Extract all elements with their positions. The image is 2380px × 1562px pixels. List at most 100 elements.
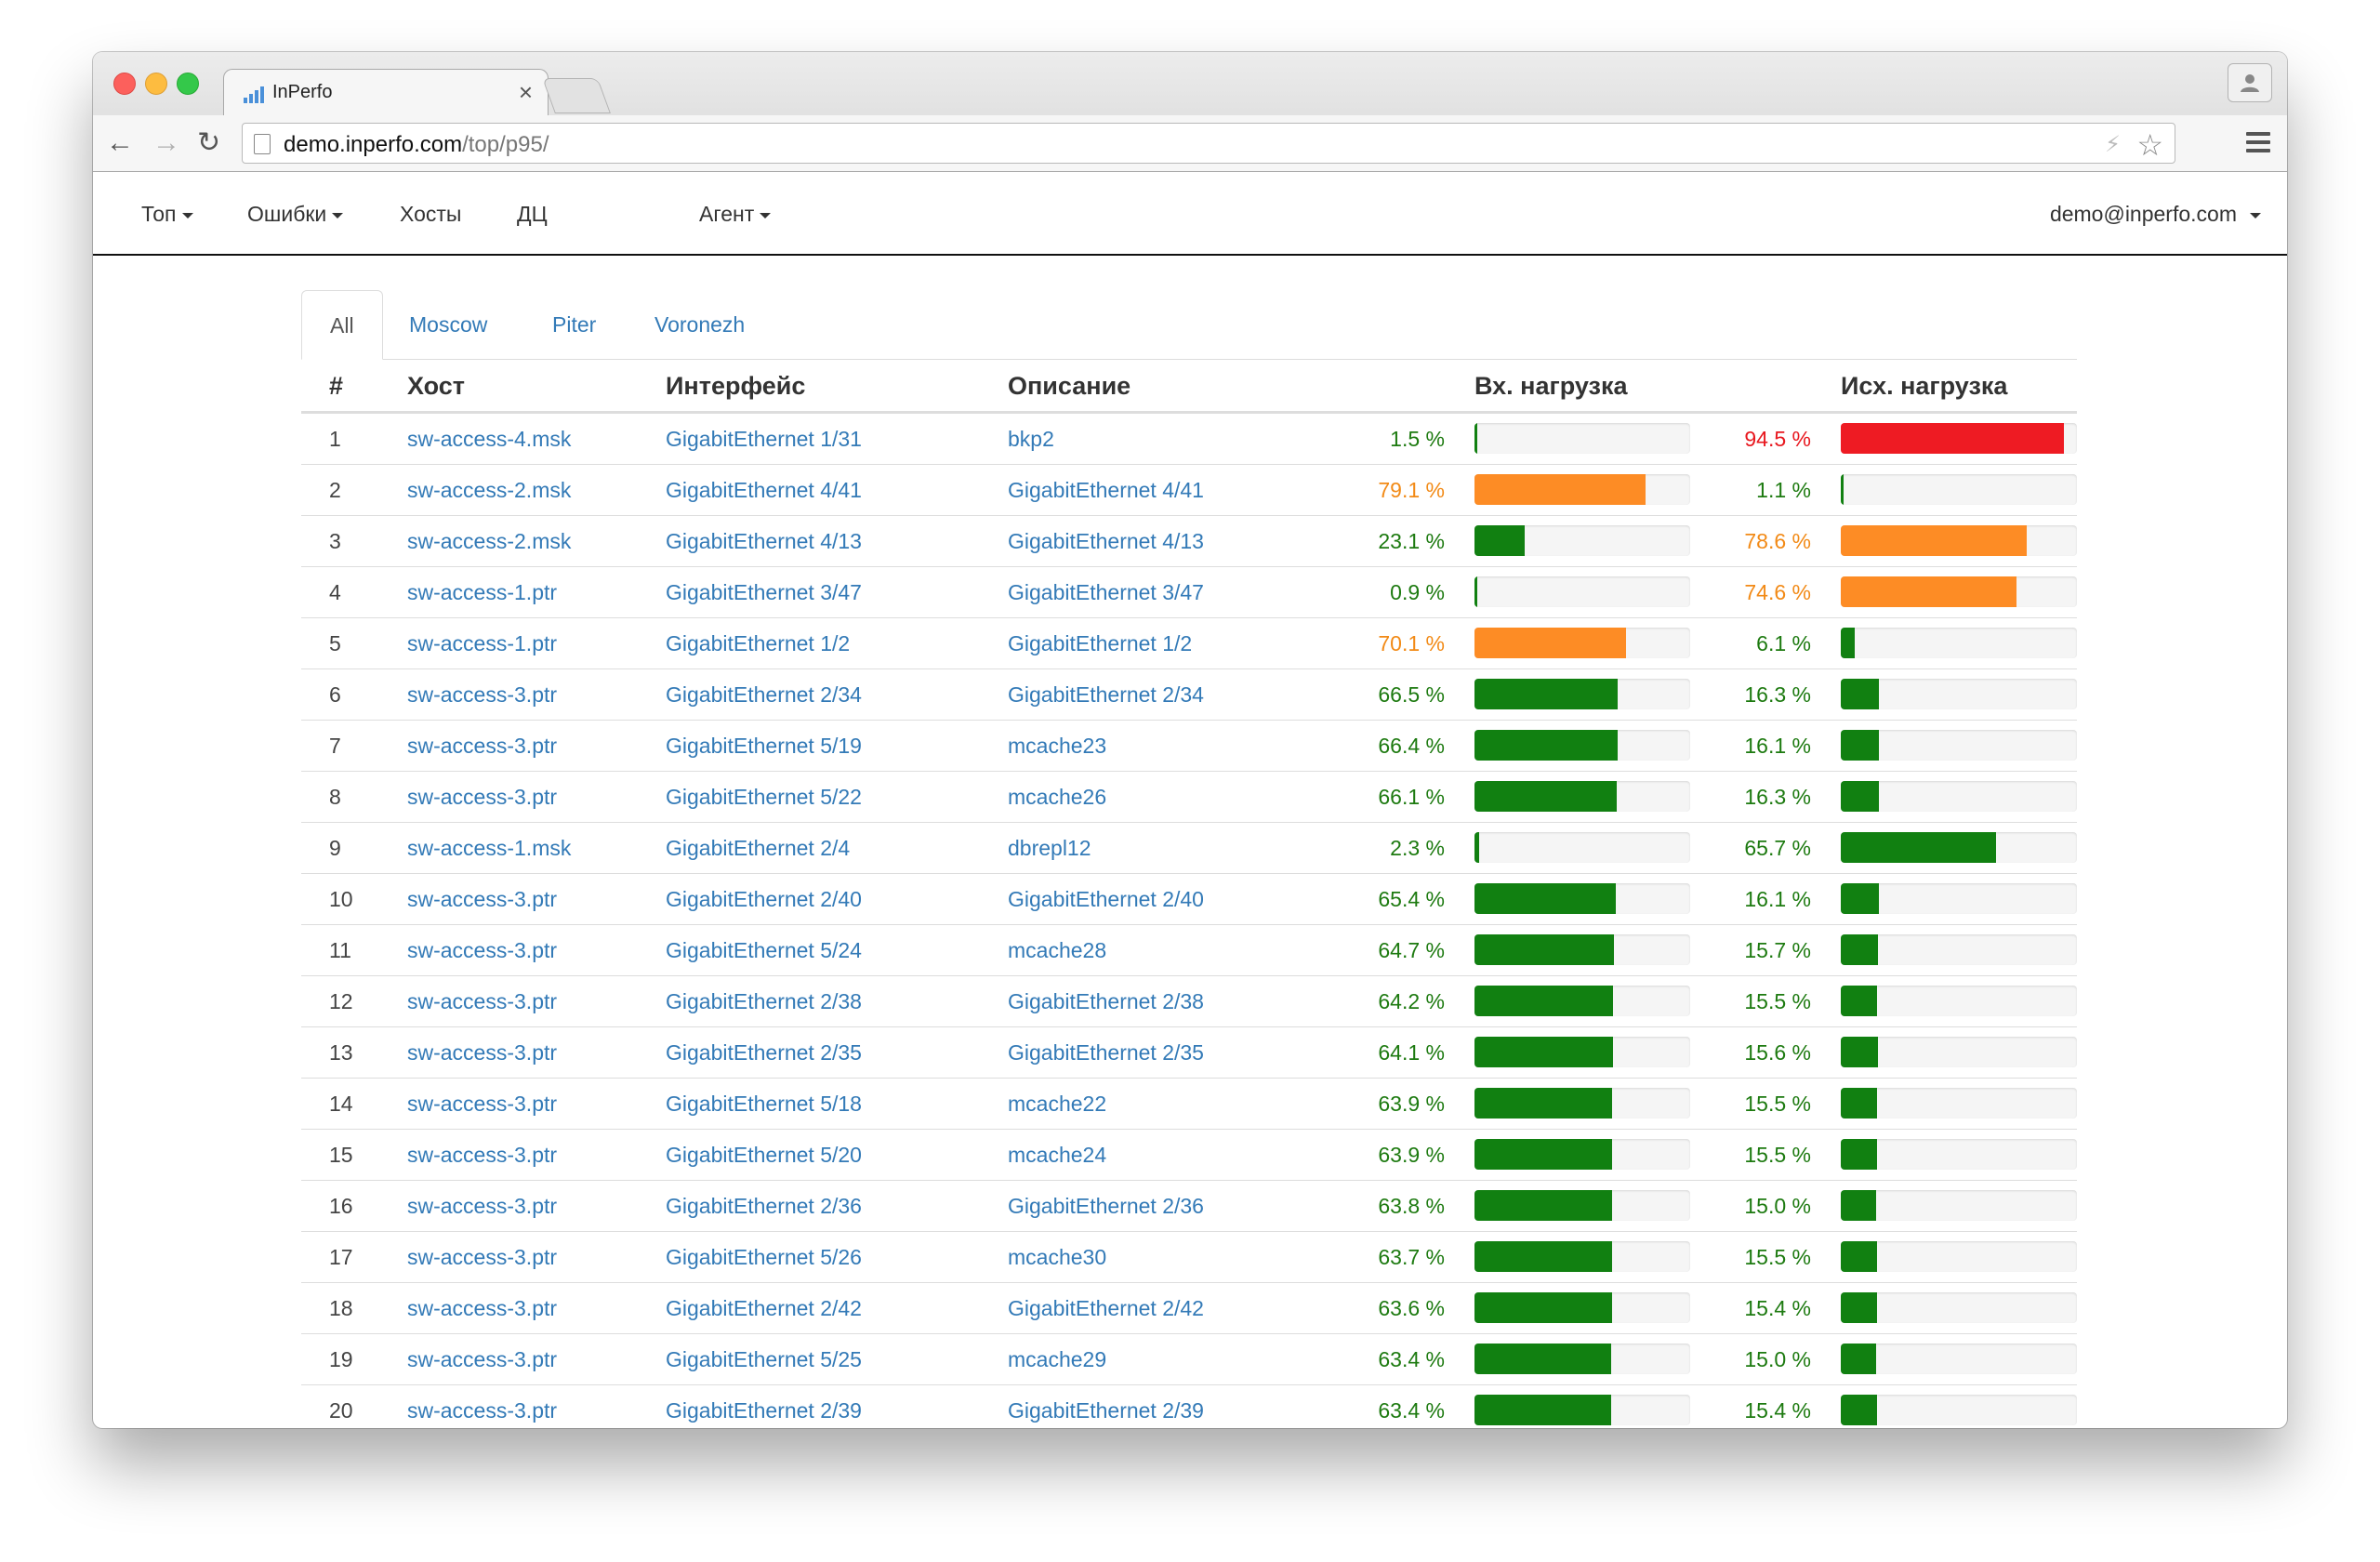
in-load-bar-fill xyxy=(1474,1292,1612,1323)
out-load-percent: 15.4 % xyxy=(1744,1296,1811,1320)
out-load-bar xyxy=(1841,1190,2077,1221)
minimize-window-button[interactable] xyxy=(145,73,167,95)
host-link[interactable]: sw-access-3.ptr xyxy=(407,1347,558,1371)
host-link[interactable]: sw-access-3.ptr xyxy=(407,1040,558,1065)
new-tab-button[interactable] xyxy=(542,78,611,113)
bolt-icon[interactable]: ⚡ xyxy=(2105,132,2121,157)
host-link[interactable]: sw-access-3.ptr xyxy=(407,1398,558,1423)
host-link[interactable]: sw-access-3.ptr xyxy=(407,938,558,962)
host-link[interactable]: sw-access-3.ptr xyxy=(407,1245,558,1269)
interface-link[interactable]: GigabitEthernet 2/42 xyxy=(666,1296,862,1320)
out-load-bar-fill xyxy=(1841,730,1879,761)
description-link[interactable]: bkp2 xyxy=(1008,427,1054,451)
in-load-percent: 63.4 % xyxy=(1378,1398,1445,1423)
tab-all[interactable]: All xyxy=(301,290,383,360)
description-link[interactable]: GigabitEthernet 2/38 xyxy=(1008,989,1204,1013)
description-link[interactable]: mcache22 xyxy=(1008,1092,1107,1116)
interface-link[interactable]: GigabitEthernet 2/39 xyxy=(666,1398,862,1423)
out-load-percent: 15.5 % xyxy=(1744,989,1811,1013)
interface-link[interactable]: GigabitEthernet 1/2 xyxy=(666,631,851,655)
host-link[interactable]: sw-access-1.msk xyxy=(407,836,572,860)
interface-link[interactable]: GigabitEthernet 4/41 xyxy=(666,478,862,502)
user-menu[interactable]: demo@inperfo.com xyxy=(2050,202,2261,227)
tab-title: InPerfo xyxy=(272,82,333,102)
in-load-bar xyxy=(1474,423,1690,454)
host-link[interactable]: sw-access-4.msk xyxy=(407,427,572,451)
description-link[interactable]: mcache24 xyxy=(1008,1143,1107,1167)
host-link[interactable]: sw-access-1.ptr xyxy=(407,631,558,655)
reload-icon[interactable]: ↻ xyxy=(197,127,221,158)
host-link[interactable]: sw-access-3.ptr xyxy=(407,1143,558,1167)
tab-piter[interactable]: Piter xyxy=(552,312,597,337)
interface-link[interactable]: GigabitEthernet 5/25 xyxy=(666,1347,862,1371)
host-link[interactable]: sw-access-2.msk xyxy=(407,529,572,553)
host-link[interactable]: sw-access-3.ptr xyxy=(407,989,558,1013)
interface-link[interactable]: GigabitEthernet 2/36 xyxy=(666,1194,862,1218)
nav-errors[interactable]: Ошибки xyxy=(247,202,344,227)
out-load-percent: 74.6 % xyxy=(1744,580,1811,604)
description-link[interactable]: GigabitEthernet 2/42 xyxy=(1008,1296,1204,1320)
forward-arrow-icon[interactable]: → xyxy=(152,127,180,158)
in-load-bar-fill xyxy=(1474,679,1619,709)
close-window-button[interactable] xyxy=(113,73,136,95)
interface-link[interactable]: GigabitEthernet 5/20 xyxy=(666,1143,862,1167)
description-link[interactable]: GigabitEthernet 3/47 xyxy=(1008,580,1204,604)
description-link[interactable]: GigabitEthernet 2/36 xyxy=(1008,1194,1204,1218)
description-link[interactable]: dbrepl12 xyxy=(1008,836,1091,860)
description-link[interactable]: GigabitEthernet 1/2 xyxy=(1008,631,1193,655)
interface-link[interactable]: GigabitEthernet 5/24 xyxy=(666,938,862,962)
description-link[interactable]: mcache28 xyxy=(1008,938,1107,962)
row-number: 8 xyxy=(329,785,341,809)
description-link[interactable]: GigabitEthernet 2/40 xyxy=(1008,887,1204,911)
tab-voronezh[interactable]: Voronezh xyxy=(654,312,746,337)
interface-link[interactable]: GigabitEthernet 4/13 xyxy=(666,529,862,553)
interface-link[interactable]: GigabitEthernet 5/22 xyxy=(666,785,862,809)
host-link[interactable]: sw-access-3.ptr xyxy=(407,1296,558,1320)
description-link[interactable]: mcache30 xyxy=(1008,1245,1107,1269)
interface-link[interactable]: GigabitEthernet 1/31 xyxy=(666,427,862,451)
profile-button[interactable] xyxy=(2228,63,2272,102)
interface-link[interactable]: GigabitEthernet 2/40 xyxy=(666,887,862,911)
back-arrow-icon[interactable]: ← xyxy=(106,127,134,158)
nav-dc[interactable]: ДЦ xyxy=(517,202,548,226)
host-link[interactable]: sw-access-2.msk xyxy=(407,478,572,502)
host-link[interactable]: sw-access-1.ptr xyxy=(407,580,558,604)
description-link[interactable]: mcache29 xyxy=(1008,1347,1107,1371)
interface-link[interactable]: GigabitEthernet 2/34 xyxy=(666,682,862,707)
description-link[interactable]: GigabitEthernet 2/35 xyxy=(1008,1040,1204,1065)
zoom-window-button[interactable] xyxy=(177,73,199,95)
row-number: 3 xyxy=(329,529,341,553)
description-link[interactable]: GigabitEthernet 4/13 xyxy=(1008,529,1204,553)
host-link[interactable]: sw-access-3.ptr xyxy=(407,1092,558,1116)
interface-link[interactable]: GigabitEthernet 5/26 xyxy=(666,1245,862,1269)
nav-agent[interactable]: Агент xyxy=(699,202,772,227)
nav-top[interactable]: Топ xyxy=(141,202,193,227)
interface-link[interactable]: GigabitEthernet 2/38 xyxy=(666,989,862,1013)
host-link[interactable]: sw-access-3.ptr xyxy=(407,734,558,758)
tab-moscow[interactable]: Moscow xyxy=(409,312,488,337)
tab-close-icon[interactable]: × xyxy=(518,78,533,106)
table-row: 3 sw-access-2.msk GigabitEthernet 4/13 Giga… xyxy=(301,515,2077,566)
description-link[interactable]: mcache23 xyxy=(1008,734,1107,758)
description-link[interactable]: GigabitEthernet 4/41 xyxy=(1008,478,1204,502)
interface-link[interactable]: GigabitEthernet 5/19 xyxy=(666,734,862,758)
interface-link[interactable]: GigabitEthernet 2/35 xyxy=(666,1040,862,1065)
row-number: 5 xyxy=(329,631,341,655)
description-link[interactable]: GigabitEthernet 2/34 xyxy=(1008,682,1204,707)
bookmark-star-icon[interactable]: ☆ xyxy=(2136,128,2163,162)
host-link[interactable]: sw-access-3.ptr xyxy=(407,1194,558,1218)
host-link[interactable]: sw-access-3.ptr xyxy=(407,682,558,707)
address-bar[interactable]: demo.inperfo.com/top/p95/ ⚡ ☆ xyxy=(242,123,2175,164)
interface-link[interactable]: GigabitEthernet 2/4 xyxy=(666,836,851,860)
description-link[interactable]: GigabitEthernet 2/39 xyxy=(1008,1398,1204,1423)
host-link[interactable]: sw-access-3.ptr xyxy=(407,887,558,911)
hamburger-menu-icon[interactable] xyxy=(2246,132,2270,157)
nav-hosts[interactable]: Хосты xyxy=(400,202,462,226)
host-link[interactable]: sw-access-3.ptr xyxy=(407,785,558,809)
browser-tab[interactable]: InPerfo × xyxy=(223,69,549,115)
interface-link[interactable]: GigabitEthernet 3/47 xyxy=(666,580,862,604)
table-row: 5 sw-access-1.ptr GigabitEthernet 1/2 Gigab… xyxy=(301,617,2077,668)
out-load-bar-fill xyxy=(1841,781,1880,812)
description-link[interactable]: mcache26 xyxy=(1008,785,1107,809)
interface-link[interactable]: GigabitEthernet 5/18 xyxy=(666,1092,862,1116)
